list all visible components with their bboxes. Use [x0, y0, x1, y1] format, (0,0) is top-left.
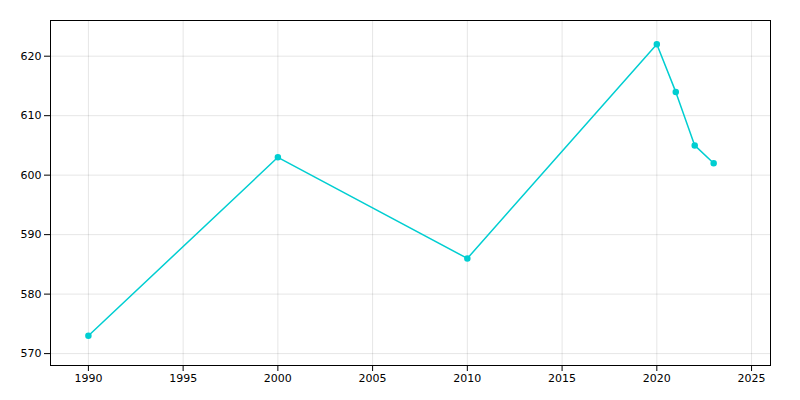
svg-text:610: 610	[21, 109, 42, 122]
svg-text:2025: 2025	[738, 372, 766, 385]
svg-text:580: 580	[21, 288, 42, 301]
svg-text:2000: 2000	[264, 372, 292, 385]
svg-text:1995: 1995	[169, 372, 197, 385]
svg-text:620: 620	[21, 50, 42, 63]
svg-text:2010: 2010	[453, 372, 481, 385]
svg-text:2005: 2005	[359, 372, 387, 385]
svg-text:600: 600	[21, 169, 42, 182]
svg-text:2020: 2020	[643, 372, 671, 385]
svg-text:590: 590	[21, 228, 42, 241]
svg-text:2015: 2015	[548, 372, 576, 385]
svg-text:1990: 1990	[74, 372, 102, 385]
svg-text:570: 570	[21, 347, 42, 360]
